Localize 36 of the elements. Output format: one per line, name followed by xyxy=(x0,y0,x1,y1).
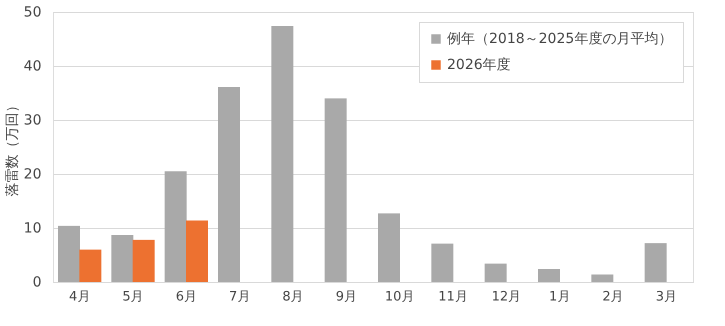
y-tick-label: 30 xyxy=(24,112,42,128)
x-tick-label: 10月 xyxy=(384,290,414,304)
x-tick-label: 7月 xyxy=(229,290,250,304)
legend-label: 2026年度 xyxy=(447,57,511,73)
bar xyxy=(538,269,560,282)
x-tick-label: 3月 xyxy=(656,290,677,304)
x-tick-label: 9月 xyxy=(336,290,357,304)
bar xyxy=(218,87,240,282)
bar xyxy=(186,220,208,282)
bar xyxy=(58,226,80,282)
x-tick-label: 6月 xyxy=(176,290,197,304)
x-tick-label: 5月 xyxy=(122,290,144,304)
y-tick-label: 10 xyxy=(24,220,42,236)
bar xyxy=(111,235,134,282)
y-tick-label: 20 xyxy=(24,166,42,182)
y-tick-label: 50 xyxy=(24,4,42,20)
x-tick-label: 4月 xyxy=(69,290,90,304)
x-tick-label: 8月 xyxy=(282,290,304,304)
bar xyxy=(591,274,614,282)
x-tick-label: 2月 xyxy=(602,290,624,304)
x-tick-label: 11月 xyxy=(438,290,468,304)
x-tick-label: 12月 xyxy=(492,290,522,304)
bar xyxy=(324,98,347,282)
y-tick-label: 40 xyxy=(24,58,42,74)
bar xyxy=(164,171,187,282)
y-tick-label: 0 xyxy=(32,274,42,290)
bar xyxy=(378,213,400,282)
bar xyxy=(271,26,294,282)
y-axis-title: 落雷数（万回） xyxy=(4,98,21,196)
bar xyxy=(132,240,155,282)
legend-label: 例年（2018～2025年度の月平均） xyxy=(447,31,672,47)
bar xyxy=(644,243,667,282)
bar xyxy=(79,250,102,282)
bar xyxy=(431,244,454,282)
x-tick-label: 1月 xyxy=(549,290,570,304)
bar xyxy=(484,264,507,282)
